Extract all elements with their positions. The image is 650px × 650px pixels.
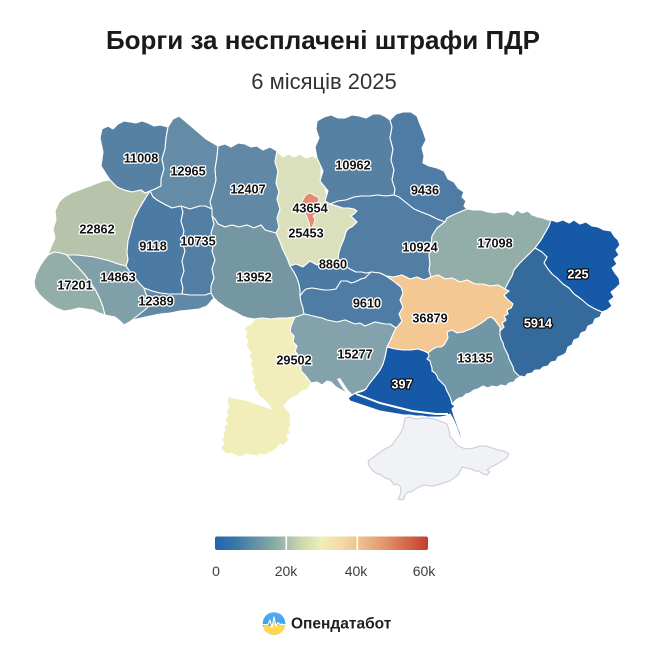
svg-text:43654: 43654 bbox=[292, 202, 327, 216]
svg-text:17201: 17201 bbox=[57, 279, 92, 293]
svg-text:12389: 12389 bbox=[138, 295, 173, 309]
svg-text:13135: 13135 bbox=[457, 352, 492, 366]
svg-text:225: 225 bbox=[567, 268, 588, 282]
svg-text:15277: 15277 bbox=[337, 348, 372, 362]
svg-text:0: 0 bbox=[212, 563, 220, 579]
svg-text:10924: 10924 bbox=[402, 241, 437, 255]
svg-text:9610: 9610 bbox=[353, 297, 381, 311]
svg-text:5914: 5914 bbox=[524, 317, 552, 331]
svg-text:10735: 10735 bbox=[180, 235, 215, 249]
svg-text:9436: 9436 bbox=[411, 184, 439, 198]
svg-text:11008: 11008 bbox=[124, 152, 159, 166]
svg-text:6 місяців 2025: 6 місяців 2025 bbox=[251, 69, 397, 94]
svg-text:12965: 12965 bbox=[170, 165, 205, 179]
svg-text:40k: 40k bbox=[345, 563, 369, 579]
svg-text:Опендатабот: Опендатабот bbox=[291, 616, 392, 633]
svg-text:8860: 8860 bbox=[319, 258, 347, 272]
svg-text:397: 397 bbox=[391, 378, 412, 392]
svg-text:Борги за несплачені штрафи ПДР: Борги за несплачені штрафи ПДР bbox=[106, 25, 540, 55]
svg-text:20k: 20k bbox=[275, 563, 299, 579]
svg-text:60k: 60k bbox=[413, 563, 437, 579]
svg-text:12407: 12407 bbox=[230, 183, 265, 197]
svg-text:13952: 13952 bbox=[236, 271, 271, 285]
svg-text:22862: 22862 bbox=[79, 223, 114, 237]
svg-text:10962: 10962 bbox=[335, 159, 370, 173]
svg-text:17098: 17098 bbox=[477, 237, 512, 251]
svg-text:9118: 9118 bbox=[139, 240, 167, 254]
svg-text:25453: 25453 bbox=[288, 227, 323, 241]
svg-text:29502: 29502 bbox=[276, 354, 311, 368]
svg-text:36879: 36879 bbox=[412, 312, 447, 326]
svg-text:14863: 14863 bbox=[100, 271, 135, 285]
